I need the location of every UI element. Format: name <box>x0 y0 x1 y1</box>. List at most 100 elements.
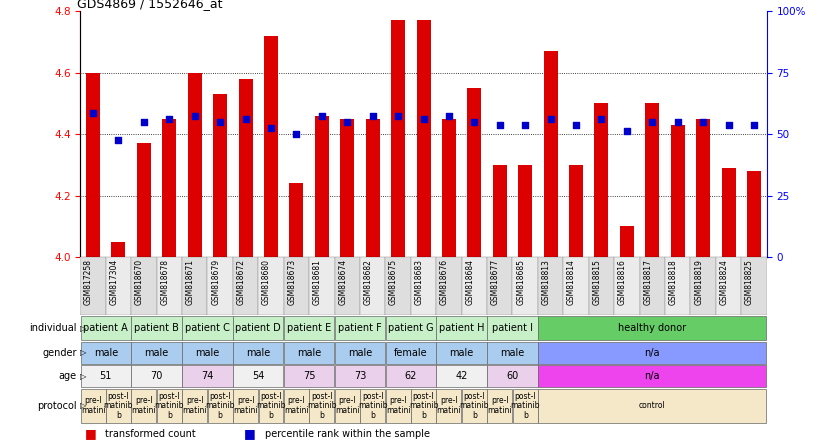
Text: GSM818684: GSM818684 <box>465 259 473 305</box>
Point <box>137 118 151 125</box>
Text: n/a: n/a <box>644 371 659 381</box>
Text: GSM818683: GSM818683 <box>414 259 423 305</box>
Bar <box>80 365 131 387</box>
Bar <box>461 389 486 423</box>
Point <box>290 131 303 138</box>
Text: GSM818672: GSM818672 <box>237 259 246 305</box>
Bar <box>334 342 385 364</box>
Text: ▷: ▷ <box>79 324 86 333</box>
Text: male: male <box>449 348 473 358</box>
Text: ■: ■ <box>84 427 96 440</box>
Point <box>493 121 506 128</box>
Bar <box>334 365 385 387</box>
Bar <box>213 94 227 257</box>
Bar <box>207 257 233 315</box>
Bar <box>283 365 334 387</box>
Text: 74: 74 <box>201 371 214 381</box>
Bar <box>746 171 760 257</box>
Bar <box>486 365 537 387</box>
Text: patient I: patient I <box>491 323 532 333</box>
Text: GSM818825: GSM818825 <box>744 259 753 305</box>
Text: ▷: ▷ <box>79 372 86 381</box>
Bar <box>385 316 436 341</box>
Bar <box>182 365 233 387</box>
Point <box>619 127 632 135</box>
Bar <box>461 257 486 315</box>
Bar <box>360 389 385 423</box>
Text: patient C: patient C <box>185 323 229 333</box>
Bar <box>182 257 207 315</box>
Bar <box>385 342 436 364</box>
Text: GSM818670: GSM818670 <box>135 259 144 305</box>
Bar <box>156 389 182 423</box>
Point <box>670 118 683 125</box>
Text: male: male <box>195 348 219 358</box>
Text: post-I
matinib
b: post-I matinib b <box>104 392 133 420</box>
Text: GSM818814: GSM818814 <box>567 259 575 305</box>
Text: GSM818679: GSM818679 <box>211 259 219 305</box>
Text: GSM818685: GSM818685 <box>516 259 525 305</box>
Text: post-I
matinib
b: post-I matinib b <box>358 392 387 420</box>
Text: 62: 62 <box>404 371 417 381</box>
Point <box>391 112 405 119</box>
Bar <box>80 389 106 423</box>
Point <box>544 115 557 122</box>
Text: post-I
matinib
b: post-I matinib b <box>307 392 336 420</box>
Text: individual: individual <box>29 323 77 333</box>
Text: GSM818680: GSM818680 <box>262 259 270 305</box>
Bar <box>436 389 461 423</box>
Bar <box>80 342 131 364</box>
Bar <box>594 103 608 257</box>
Text: GSM818813: GSM818813 <box>541 259 550 305</box>
Bar <box>613 257 639 315</box>
Bar <box>131 389 156 423</box>
Text: ▷: ▷ <box>79 401 86 410</box>
Bar <box>360 257 385 315</box>
Bar <box>182 389 207 423</box>
Text: patient D: patient D <box>235 323 281 333</box>
Bar <box>264 36 278 257</box>
Text: GSM818819: GSM818819 <box>694 259 703 305</box>
Bar <box>156 257 182 315</box>
Bar <box>80 316 131 341</box>
Point <box>111 137 124 144</box>
Point <box>645 118 658 125</box>
Text: GSM818682: GSM818682 <box>364 259 372 305</box>
Text: GSM818678: GSM818678 <box>161 259 170 305</box>
Bar <box>537 316 766 341</box>
Text: male: male <box>246 348 270 358</box>
Bar <box>238 79 252 257</box>
Bar <box>568 165 582 257</box>
Text: ■: ■ <box>244 427 256 440</box>
Bar <box>162 119 176 257</box>
Text: male: male <box>500 348 524 358</box>
Bar <box>233 316 283 341</box>
Bar <box>233 365 283 387</box>
Bar <box>436 257 461 315</box>
Text: pre-I
matini: pre-I matini <box>182 396 207 415</box>
Bar <box>233 389 258 423</box>
Bar <box>512 389 537 423</box>
Text: GSM818673: GSM818673 <box>287 259 296 305</box>
Bar <box>80 257 106 315</box>
Bar <box>131 316 182 341</box>
Bar <box>385 365 436 387</box>
Text: pre-I
matini: pre-I matini <box>80 396 106 415</box>
Text: GSM818676: GSM818676 <box>440 259 449 305</box>
Point <box>696 118 709 125</box>
Bar <box>309 389 334 423</box>
Text: GSM818671: GSM818671 <box>186 259 194 305</box>
Bar <box>385 257 410 315</box>
Bar <box>233 257 258 315</box>
Point <box>416 115 429 122</box>
Point <box>568 121 581 128</box>
Text: 70: 70 <box>150 371 163 381</box>
Text: 54: 54 <box>251 371 265 381</box>
Text: 42: 42 <box>455 371 468 381</box>
Bar <box>258 389 283 423</box>
Point <box>365 112 378 119</box>
Bar <box>639 257 664 315</box>
Bar <box>283 257 309 315</box>
Bar <box>441 119 455 257</box>
Point <box>314 112 328 119</box>
